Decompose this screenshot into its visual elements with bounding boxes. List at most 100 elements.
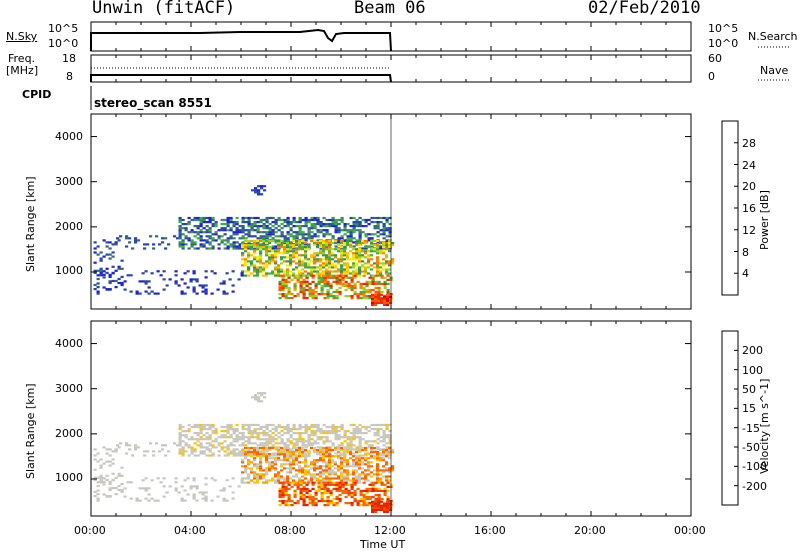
heatmap-cell <box>370 221 374 224</box>
heatmap-cell <box>199 423 203 427</box>
heatmap-cell <box>244 233 248 236</box>
heatmap-cell <box>128 448 132 451</box>
heatmap-cell <box>362 502 366 505</box>
heatmap-cell <box>263 185 267 188</box>
heatmap-cell <box>208 216 212 220</box>
heatmap-cell <box>322 479 326 482</box>
heatmap-cell <box>281 284 285 288</box>
heatmap-cell <box>114 448 118 451</box>
heatmap-cell <box>313 463 317 466</box>
heatmap-cell <box>385 423 389 427</box>
heatmap-cell <box>344 489 348 492</box>
heatmap-cell <box>374 280 378 283</box>
heatmap-cell <box>262 477 266 480</box>
heatmap-cell <box>313 233 317 236</box>
heatmap-cell <box>316 436 320 439</box>
heatmap-cell <box>283 241 287 244</box>
heatmap-cell <box>304 457 308 460</box>
heatmap-cell <box>292 432 296 435</box>
heatmap-cell <box>343 457 347 460</box>
heatmap-cell <box>283 444 287 447</box>
heatmap-cell <box>388 434 392 437</box>
heatmap-cell <box>201 491 205 494</box>
heatmap-cell <box>376 258 380 261</box>
heatmap-cell <box>346 254 350 257</box>
heatmap-cell <box>96 274 100 277</box>
heatmap-cell <box>268 258 272 261</box>
heatmap-cell <box>289 451 293 454</box>
heatmap-cell <box>304 425 308 429</box>
heatmap-cell <box>352 473 356 476</box>
heatmap-cell <box>386 504 390 507</box>
heatmap-cell <box>193 247 197 250</box>
heatmap-cell <box>367 246 371 249</box>
heatmap-cell <box>229 423 233 427</box>
heatmap-cell <box>379 242 383 245</box>
heatmap-cell <box>286 446 290 450</box>
heatmap-cell <box>201 290 205 293</box>
heatmap-cell <box>386 489 390 492</box>
heatmap-cell <box>302 288 306 292</box>
heatmap-cell <box>247 244 251 247</box>
heatmap-cell <box>125 452 129 455</box>
heatmap-cell <box>350 502 354 505</box>
heatmap-cell <box>313 218 317 222</box>
heatmap-cell <box>313 216 317 220</box>
heatmap-cell <box>265 450 269 453</box>
heatmap-cell <box>108 257 112 260</box>
heatmap-cell <box>335 276 339 279</box>
heatmap-cell <box>373 250 377 253</box>
heatmap-cell <box>293 282 297 285</box>
heatmap-cell <box>286 428 290 431</box>
heatmap-cell <box>189 485 193 488</box>
heatmap-cell <box>231 284 235 287</box>
heatmap-cell <box>93 448 97 451</box>
heatmap-cell <box>117 239 121 242</box>
heatmap-cell <box>356 295 360 298</box>
heatmap-cell <box>202 428 206 431</box>
heatmap-cell <box>286 223 290 226</box>
heatmap-cell <box>386 301 390 304</box>
heatmap-cell <box>292 237 296 240</box>
heatmap-cell <box>156 270 160 273</box>
heatmap-cell <box>128 237 132 240</box>
heatmap-cell <box>371 295 375 298</box>
heatmap-cell <box>241 246 245 249</box>
heatmap-cell <box>284 295 288 298</box>
heatmap-cell <box>332 487 336 490</box>
heatmap-cell <box>250 254 254 257</box>
heatmap-cell <box>355 254 359 257</box>
heatmap-cell <box>359 500 363 503</box>
heatmap-cell <box>352 444 356 447</box>
heatmap-cell <box>174 280 178 283</box>
heatmap-cell <box>304 469 308 472</box>
heatmap-cell <box>331 432 335 435</box>
heatmap-cell <box>346 449 350 452</box>
heatmap-cell <box>328 242 332 245</box>
heatmap-cell <box>343 471 347 474</box>
heatmap-cell <box>199 221 203 224</box>
heatmap-cell <box>311 481 315 484</box>
heatmap-cell <box>152 247 156 250</box>
heatmap-cell <box>335 485 339 488</box>
heatmap-cell <box>355 449 359 452</box>
heatmap-cell <box>358 473 362 476</box>
heatmap-cell <box>328 244 332 247</box>
heatmap-cell <box>370 250 374 253</box>
heatmap-cell <box>93 241 97 244</box>
heatmap-cell <box>277 451 281 454</box>
heatmap-cell <box>337 229 341 232</box>
heatmap-cell <box>299 487 303 490</box>
heatmap-cell <box>178 432 182 435</box>
heatmap-cell <box>376 477 380 480</box>
heatmap-cell <box>187 438 191 441</box>
heatmap-cell <box>386 500 390 503</box>
heatmap-cell <box>385 221 389 224</box>
heatmap-cell <box>183 499 187 502</box>
xtick-2400: 00:00 <box>674 524 706 537</box>
heatmap-cell <box>304 428 308 431</box>
heatmap-cell <box>331 270 335 273</box>
heatmap-cell <box>274 274 278 277</box>
heatmap-cell <box>199 237 203 240</box>
heatmap-cell <box>253 457 257 460</box>
